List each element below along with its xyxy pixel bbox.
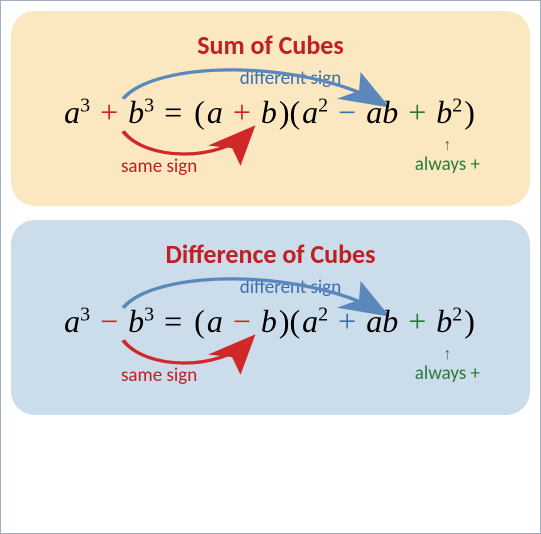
var-a: a: [64, 303, 80, 339]
exp-2: 2: [318, 94, 328, 116]
var-a: a: [207, 303, 223, 339]
var-a: a: [302, 94, 318, 130]
paren: (: [192, 303, 207, 339]
exp-2: 2: [452, 94, 462, 116]
paren: (: [192, 94, 207, 130]
diff-same-sign-label: same sign: [121, 364, 197, 387]
diff-sign4: +: [406, 303, 428, 339]
difference-of-cubes-panel: Difference of Cubes different sign a3 − …: [11, 220, 530, 415]
paren: )(: [277, 303, 302, 339]
exp-3: 3: [144, 303, 154, 325]
sum-sign3: −: [336, 94, 358, 130]
var-a: a: [64, 94, 80, 130]
var-a: a: [302, 303, 318, 339]
diff-sign1: −: [98, 303, 120, 339]
var-b: b: [261, 303, 277, 339]
var-b: b: [128, 303, 144, 339]
paren: ): [462, 303, 477, 339]
diff-sign2: −: [231, 303, 253, 339]
sum-of-cubes-panel: Sum of Cubes different sign a3 + b3 = (a…: [11, 11, 530, 206]
sum-title: Sum of Cubes: [31, 29, 510, 61]
diff-title: Difference of Cubes: [31, 238, 510, 270]
exp-2: 2: [452, 303, 462, 325]
sum-formula: a3 + b3 = (a + b)(a2 − ab + b2): [31, 94, 510, 131]
diff-sign3: +: [336, 303, 358, 339]
var-a: a: [207, 94, 223, 130]
sum-sign4: +: [406, 94, 428, 130]
paren: ): [462, 94, 477, 130]
diff-always-label: always +: [415, 362, 480, 385]
equals: =: [162, 94, 184, 130]
paren: )(: [277, 94, 302, 130]
exp-3: 3: [80, 94, 90, 116]
diff-formula: a3 − b3 = (a − b)(a2 + ab + b2): [31, 303, 510, 340]
var-ab: ab: [366, 303, 398, 339]
var-b: b: [436, 94, 452, 130]
exp-3: 3: [80, 303, 90, 325]
var-b: b: [128, 94, 144, 130]
equals: =: [162, 303, 184, 339]
var-b: b: [261, 94, 277, 130]
exp-3: 3: [144, 94, 154, 116]
sum-different-sign-label: different sign: [31, 67, 510, 90]
var-b: b: [436, 303, 452, 339]
exp-2: 2: [318, 303, 328, 325]
var-ab: ab: [366, 94, 398, 130]
diff-different-sign-label: different sign: [31, 276, 510, 299]
sum-sign1: +: [98, 94, 120, 130]
sum-same-sign-label: same sign: [121, 155, 197, 178]
sum-always-label: always +: [415, 153, 480, 176]
sum-sign2: +: [231, 94, 253, 130]
